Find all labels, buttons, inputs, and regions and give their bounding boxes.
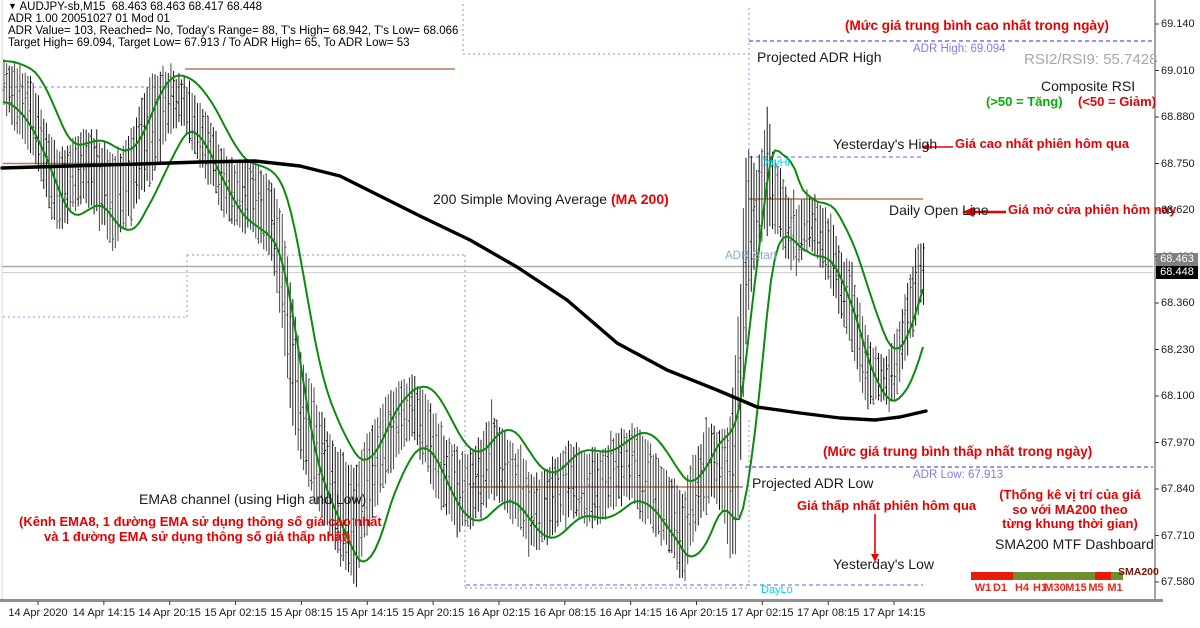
time-tick-label: 17 Apr 14:15 [862,607,926,619]
dayhi-label: DayHi [760,157,790,169]
dashboard-label-M5: M5 [1088,582,1104,594]
ema8-note-1: (Kênh EMA8, 1 đường EMA sử dụng thông số… [19,514,382,529]
time-tick-label: 16 Apr 14:15 [599,607,662,619]
last-price-box: 68.448 [1156,265,1198,279]
projected-adr-low: Projected ADR Low [752,475,874,491]
dashboard-segment-H4-M15 [1013,572,1095,580]
sma200-tag: SMA200 [1118,566,1159,578]
price-tick-label: 67.580 [1161,576,1195,588]
dashboard-segment-W1-D1 [971,572,1013,580]
adr-high-value: ADR High: 69.094 [913,43,1006,55]
time-tick-label: 16 Apr 08:15 [533,607,596,619]
daylo-label: DayLo [761,584,793,596]
dashboard-label-M15: M15 [1065,582,1087,594]
note-yhigh-vn: Giá cao nhất phiên hôm qua [955,136,1130,151]
time-tick-label: 15 Apr 08:15 [270,607,333,619]
time-tick-label: 14 Apr 14:15 [72,607,136,619]
time-tick-label: 17 Apr 08:15 [796,607,860,619]
note-adr-low-vn: (Mức giá trung bình thấp nhất trong ngày… [823,444,1093,459]
price-tick-label: 68.360 [1161,297,1195,309]
price-tick-label: 69.140 [1161,18,1195,30]
axis-frame [0,0,1163,605]
price-tick-label: 68.880 [1161,111,1195,123]
price-tick-label: 68.750 [1161,157,1195,170]
adr-values-line: ADR Value= 103, Reached= No, Today's Ran… [8,24,459,37]
price-tick-label: 68.100 [1161,390,1195,402]
ema8-channel [2,60,924,563]
dashboard-label-D1: D1 [992,582,1008,594]
note-open-vn: Giá mở cửa phiên hôm nay [1008,202,1177,217]
arrow-yesterdays-low [871,514,879,562]
dashboard-segment-M1 [1111,572,1123,580]
ema8-note-2: và 1 đường EMA sử dụng thông số giá thấp… [44,529,351,544]
arrow-yesterdays-high [921,144,953,150]
price-tick-label: 67.840 [1161,483,1195,495]
rsi-up-note: (>50 = Tăng) [986,94,1063,109]
time-tick-label: 15 Apr 20:15 [401,607,465,619]
price-tick-label: 69.010 [1161,64,1195,77]
yesterdays-high-label: Yesterday's High [833,136,938,152]
adr-start-label: ADR Start [725,250,777,262]
sma-dashboard-title: SMA200 MTF Dashboard [995,536,1154,552]
note-adr-high-vn: (Mức giá trung bình cao nhất trong ngày) [845,18,1110,33]
note-ylow-vn: Giá thấp nhất phiên hôm qua [797,498,977,513]
time-tick-label: 15 Apr 14:15 [336,607,399,619]
level-lines [1,0,1153,599]
dashboard-segment-M5 [1095,572,1111,580]
price-tick-label: 67.970 [1161,436,1195,449]
price-tick-label: 67.710 [1161,529,1195,542]
yesterdays-low-label: Yesterday's Low [833,556,934,572]
dashboard-label-H4: H4 [1014,582,1030,594]
ma200-line [0,159,928,422]
symbol-quote-text: AUDJPY-sb,M15 68.463 68.463 68.417 68.44… [16,1,263,13]
time-tick-label: 14 Apr 20:15 [138,607,201,619]
annotation-arrows [871,144,1006,562]
dashboard-label-H1: H1 [1032,582,1048,594]
symbol-dropdown-icon[interactable]: ▼ [8,1,17,11]
chart-header: ▼ AUDJPY-sb,M15 68.463 68.463 68.417 68.… [8,1,459,50]
rsi-readout: RSI2/RSI9: 55.7428 [1024,51,1158,68]
dashboard-label-M30: M30 [1044,582,1066,594]
arrow-daily-open [962,207,1006,217]
symbol-quote-line: ▼ AUDJPY-sb,M15 68.463 68.463 68.417 68.… [8,1,458,14]
sma200-mtf-dashboard [971,572,1123,580]
time-tick-label: 16 Apr 02:15 [467,607,531,619]
ask-price-box: 68.463 [1156,253,1198,266]
dashboard-label-W1: W1 [974,582,992,594]
time-tick-label: 16 Apr 20:15 [665,607,728,619]
ma200-label-highlight: (MA 200) [610,191,669,207]
dashboard-label-M1: M1 [1107,582,1123,594]
composite-rsi-title: Composite RSI [1041,78,1136,94]
projected-adr-high: Projected ADR High [757,49,882,65]
price-tick-label: 68.230 [1161,343,1195,356]
daily-open-label: Daily Open Line [889,202,989,218]
adr-version-line: ADR 1.00 20051027 01 Mod 01 [8,12,170,25]
ma200-label: 200 Simple Moving Average (MA 200) [433,191,669,207]
stats-note: (Thống kê vị trí của giá so với MA200 th… [999,487,1141,532]
time-tick-label: 14 Apr 2020 [8,607,68,619]
adr-targets-line: Target High= 69.094, Target Low= 67.913 … [8,36,410,49]
adr-low-value: ADR Low: 67.913 [913,469,1004,481]
rsi-down-note: (<50 = Giảm) [1078,94,1157,109]
time-tick-label: 15 Apr 02:15 [204,607,267,619]
price-tick-label: 68.620 [1161,204,1195,216]
ema8-label: EMA8 channel (using High and Low) [139,491,367,507]
time-tick-label: 17 Apr 02:15 [731,607,794,619]
